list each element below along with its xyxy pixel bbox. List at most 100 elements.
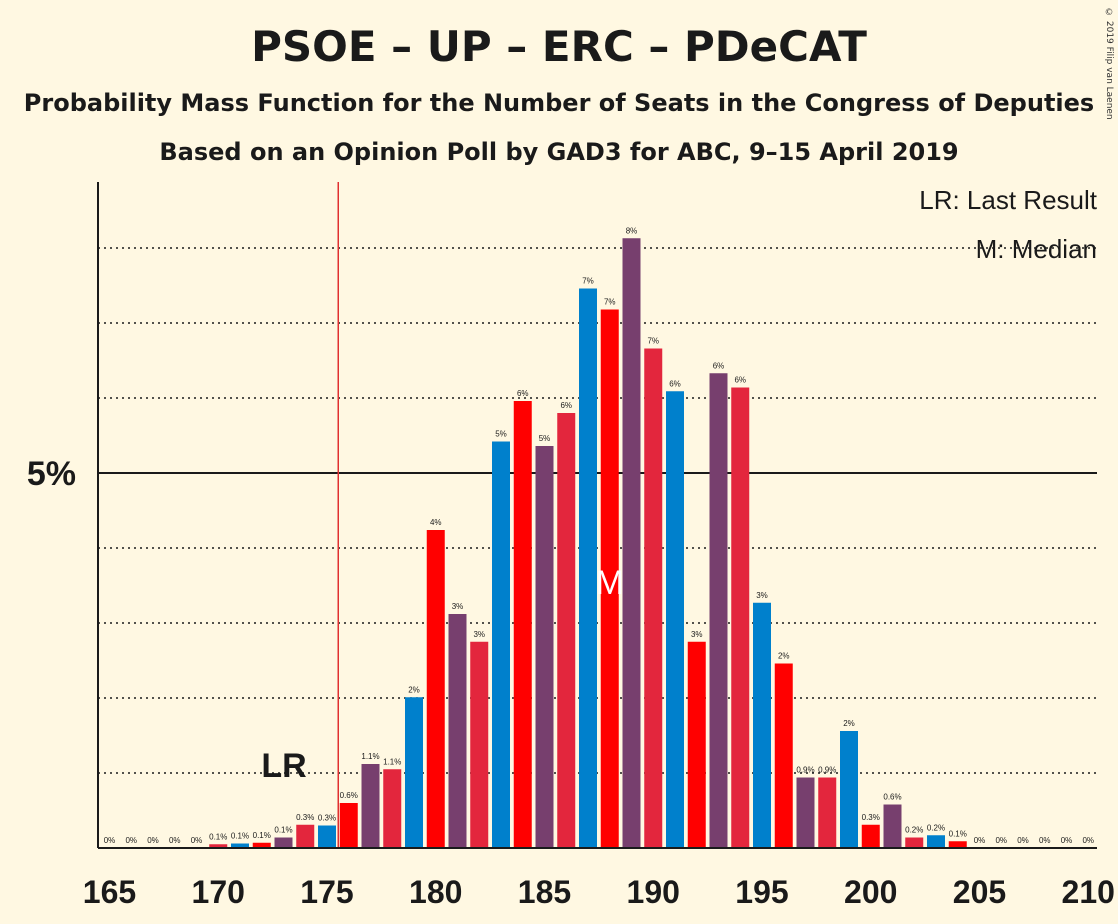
- bar-label-173: 0.1%: [274, 826, 292, 835]
- bar-181: [448, 614, 467, 848]
- bar-label-166: 0%: [125, 836, 137, 845]
- bar-label-185: 5%: [539, 434, 551, 443]
- bar-label-176: 0.6%: [340, 791, 358, 800]
- bar-183: [492, 441, 510, 848]
- bar-204: [948, 841, 967, 848]
- bar-label-182: 3%: [473, 630, 485, 639]
- x-tick-170: 170: [192, 874, 245, 910]
- bar-182: [470, 641, 489, 848]
- bar-203: [927, 835, 945, 848]
- bar-label-168: 0%: [169, 836, 181, 845]
- bar-label-184: 6%: [517, 389, 529, 398]
- bar-label-192: 3%: [691, 630, 703, 639]
- bar-label-180: 4%: [430, 518, 442, 527]
- bar-label-188: 7%: [604, 298, 616, 307]
- bar-label-175: 0.3%: [318, 814, 336, 823]
- bar-label-200: 0.3%: [862, 813, 880, 822]
- bar-189: [622, 238, 641, 848]
- bar-197: [796, 777, 815, 848]
- bar-label-187: 7%: [582, 277, 594, 286]
- bar-label-199: 2%: [843, 719, 855, 728]
- bar-188: [600, 309, 619, 848]
- bar-label-183: 5%: [495, 430, 507, 439]
- bar-label-186: 6%: [560, 401, 572, 410]
- x-tick-165: 165: [83, 874, 136, 910]
- gridlines: [98, 182, 1097, 848]
- bar-194: [731, 387, 750, 848]
- y-tick-5: 5%: [27, 455, 76, 493]
- bar-label-172: 0.1%: [253, 831, 271, 840]
- legend-median: M: Median: [976, 234, 1097, 264]
- copyright-note: © 2019 Filip van Laenen: [1104, 8, 1114, 120]
- bar-176: [339, 803, 358, 848]
- bar-label-193: 6%: [713, 361, 725, 370]
- bar-label-210: 0%: [1082, 836, 1094, 845]
- bar-label-205: 0%: [974, 836, 986, 845]
- bar-195: [753, 602, 771, 848]
- bar-label-170: 0.1%: [209, 832, 227, 841]
- bar-178: [383, 769, 402, 848]
- bar-label-209: 0%: [1061, 836, 1073, 845]
- bar-193: [709, 373, 728, 848]
- x-tick-200: 200: [844, 874, 897, 910]
- bar-label-191: 6%: [669, 379, 681, 388]
- bar-192: [687, 641, 706, 848]
- bar-label-181: 3%: [452, 602, 464, 611]
- bar-label-197: 0.9%: [796, 766, 814, 775]
- bar-label-179: 2%: [408, 685, 420, 694]
- last-result-marker: LR: [261, 747, 306, 785]
- bar-202: [905, 837, 924, 848]
- bar-label-165: 0%: [104, 836, 116, 845]
- bar-label-194: 6%: [734, 376, 746, 385]
- bar-184: [513, 401, 532, 848]
- x-tick-185: 185: [518, 874, 571, 910]
- bar-label-207: 0%: [1017, 836, 1029, 845]
- bar-175: [318, 825, 336, 848]
- bar-label-201: 0.6%: [883, 793, 901, 802]
- bar-171: [231, 843, 249, 848]
- median-marker: M: [596, 564, 624, 602]
- bar-label-171: 0.1%: [231, 832, 249, 841]
- bar-186: [557, 413, 576, 848]
- bar-180: [426, 530, 445, 848]
- bar-179: [405, 697, 423, 848]
- bar-172: [252, 842, 271, 848]
- bar-label-203: 0.2%: [927, 823, 945, 832]
- bar-201: [883, 804, 902, 848]
- bar-label-177: 1.1%: [361, 752, 379, 761]
- x-tick-205: 205: [953, 874, 1006, 910]
- x-tick-175: 175: [300, 874, 353, 910]
- bar-label-178: 1.1%: [383, 757, 401, 766]
- x-tick-210: 210: [1062, 874, 1115, 910]
- bar-label-195: 3%: [756, 591, 768, 600]
- bar-174: [296, 824, 315, 848]
- axes-group: 165 170 175 180 185 190 195 200 205 210 5%: [27, 182, 1115, 910]
- chart-title: PSOE – UP – ERC – PDeCAT: [251, 22, 867, 71]
- bar-label-202: 0.2%: [905, 826, 923, 835]
- bar-label-208: 0%: [1039, 836, 1051, 845]
- bar-label-169: 0%: [191, 836, 203, 845]
- bar-label-190: 7%: [647, 337, 659, 346]
- bar-199: [840, 731, 858, 848]
- chart-subtitle-source: Based on an Opinion Poll by GAD3 for ABC…: [159, 138, 959, 166]
- bar-labels-group: 0% 0% 0% 0% 0% 0.1% 0.1% 0.1%0.1%0.3% 0.3%0.6%1.…: [104, 226, 1094, 845]
- bar-196: [774, 663, 793, 848]
- chart-subtitle: Probability Mass Function for the Number…: [23, 89, 1095, 117]
- bar-label-167: 0%: [147, 836, 159, 845]
- legend-last-result: LR: Last Result: [919, 185, 1098, 215]
- bar-173: [274, 837, 293, 848]
- bar-170: [209, 844, 228, 848]
- x-tick-180: 180: [409, 874, 462, 910]
- bar-label-174: 0.3%: [296, 813, 314, 822]
- bar-label-206: 0%: [995, 836, 1007, 845]
- bar-label-198: 0.9%: [818, 766, 836, 775]
- bars-group: [209, 238, 967, 848]
- bar-198: [818, 777, 837, 848]
- bar-190: [644, 348, 663, 848]
- bar-200: [861, 824, 880, 848]
- bar-177: [361, 764, 380, 848]
- bar-191: [666, 391, 684, 848]
- bar-label-204: 0.1%: [949, 829, 967, 838]
- x-tick-195: 195: [735, 874, 788, 910]
